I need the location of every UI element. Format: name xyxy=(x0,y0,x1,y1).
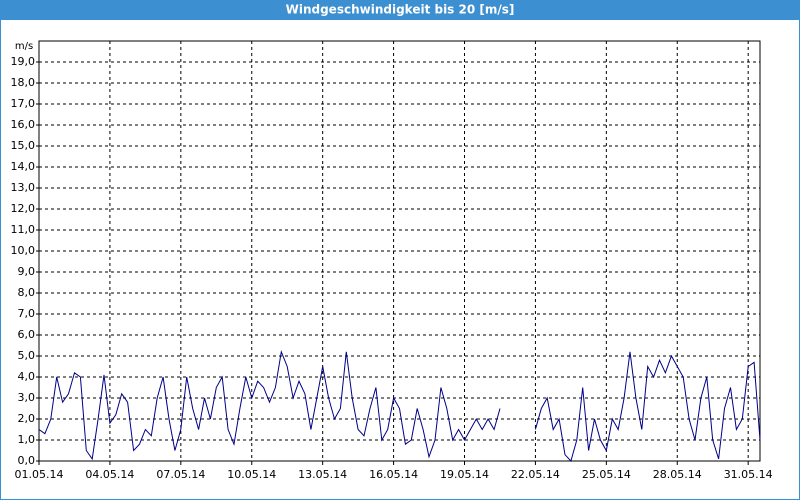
x-tick-label: 04.05.14 xyxy=(85,468,134,481)
x-tick-label: 07.05.14 xyxy=(156,468,205,481)
y-tick-label: 17,0 xyxy=(11,97,36,110)
x-tick-label: 13.05.14 xyxy=(298,468,347,481)
y-tick-label: 5,0 xyxy=(18,349,36,362)
x-tick-label: 01.05.14 xyxy=(15,468,64,481)
wind-line xyxy=(38,349,761,462)
y-tick-label: 19,0 xyxy=(11,55,36,68)
y-tick-label: 15,0 xyxy=(11,139,36,152)
y-tick-label: 14,0 xyxy=(11,160,36,173)
x-tick-label: 31.05.14 xyxy=(724,468,773,481)
y-tick-label: 8,0 xyxy=(18,286,36,299)
x-tick-label: 25.05.14 xyxy=(582,468,631,481)
title-bar xyxy=(0,0,800,20)
y-tick-label: 0,0 xyxy=(18,454,36,467)
y-tick-label: 11,0 xyxy=(11,223,36,236)
y-tick-label: 18,0 xyxy=(11,76,36,89)
y-tick-label: 7,0 xyxy=(18,307,36,320)
x-tick-label: 10.05.14 xyxy=(227,468,276,481)
y-tick-label: 1,0 xyxy=(18,433,36,446)
y-tick-label: 16,0 xyxy=(11,118,36,131)
y-tick-label: 12,0 xyxy=(11,202,36,215)
y-tick-label: 10,0 xyxy=(11,244,36,257)
x-tick-label: 22.05.14 xyxy=(511,468,560,481)
x-tick-label: 16.05.14 xyxy=(369,468,418,481)
y-tick-label: 6,0 xyxy=(18,328,36,341)
y-tick-label: 2,0 xyxy=(18,412,36,425)
x-tick-label: 19.05.14 xyxy=(440,468,489,481)
y-tick-label: 4,0 xyxy=(18,370,36,383)
x-tick-label: 28.05.14 xyxy=(653,468,702,481)
y-tick-label: 13,0 xyxy=(11,181,36,194)
chart-title: Windgeschwindigkeit bis 20 [m/s] xyxy=(286,3,515,17)
y-unit: m/s xyxy=(15,41,33,52)
y-tick-label: 9,0 xyxy=(18,265,36,278)
y-tick-label: 3,0 xyxy=(18,391,36,404)
